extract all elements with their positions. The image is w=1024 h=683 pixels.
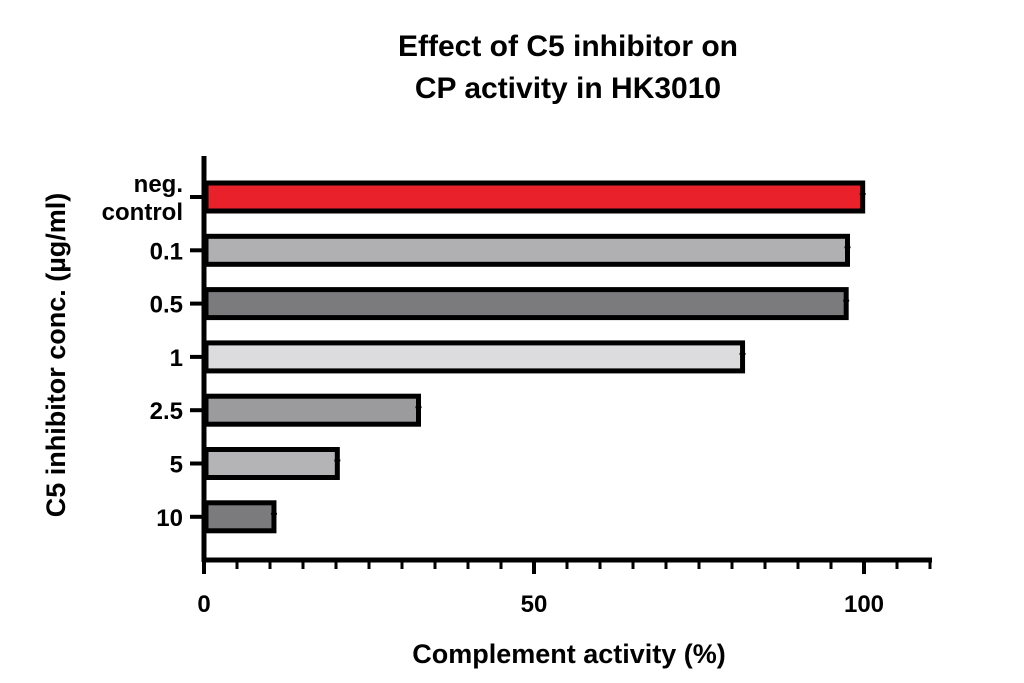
bar-6 (203, 500, 277, 534)
y-tick-labels: neg.control 0.1 0.5 1 2.5 5 10 (102, 171, 183, 532)
bar-2 (203, 287, 849, 321)
chart-title: Effect of C5 inhibitor on CP activity in… (0, 26, 1024, 110)
x-axis-label: Complement activity (%) (412, 639, 726, 669)
x-tick-label-1: 50 (521, 591, 548, 618)
y-axis-label: C5 inhibitor conc. (µg/ml) (41, 193, 71, 518)
y-tick-label-4-0: 2.5 (150, 398, 183, 425)
bar-5 (203, 447, 340, 480)
bar-4 (203, 393, 421, 427)
y-tick-label-6-0: 10 (156, 505, 183, 532)
x-tick-label-0: 0 (197, 591, 210, 618)
y-tick-label-2-0: 0.5 (150, 292, 183, 319)
chart-title-line-2: CP activity in HK3010 (414, 72, 722, 105)
y-tick-label-5-0: 5 (170, 452, 183, 479)
axes-group: 0 50 100 (190, 156, 932, 618)
bar-0 (203, 180, 866, 214)
bar-1 (203, 233, 850, 267)
y-tick-label-3-0: 1 (170, 345, 183, 372)
x-tick-label-2: 100 (844, 591, 884, 618)
chart-title-line-1: Effect of C5 inhibitor on (398, 30, 738, 63)
bars-group (203, 180, 866, 534)
y-tick-label-0-1: control (102, 199, 183, 226)
y-tick-label-0-0: neg. (134, 171, 183, 198)
y-tick-label-1-0: 0.1 (150, 238, 183, 265)
bar-3 (203, 340, 746, 374)
